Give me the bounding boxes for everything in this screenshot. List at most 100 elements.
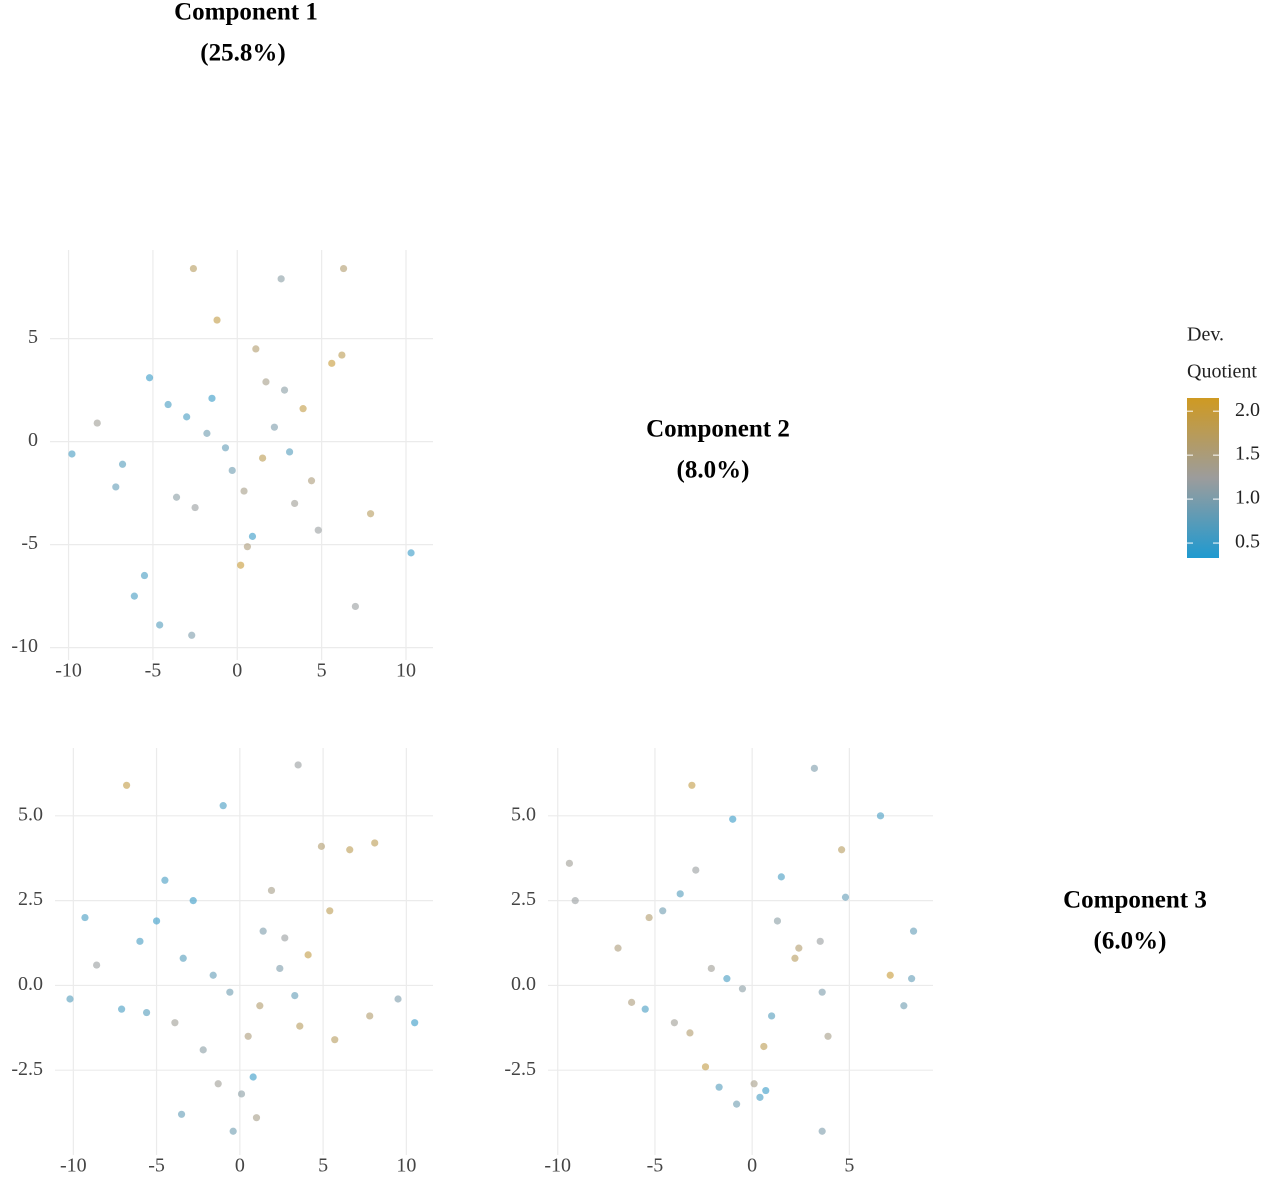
point	[258, 454, 267, 462]
point	[68, 450, 76, 458]
x-tick-label: -5	[647, 1155, 664, 1177]
point	[307, 477, 316, 485]
point	[795, 944, 803, 952]
x-tick-label: -10	[55, 660, 82, 682]
point	[326, 907, 334, 915]
point	[280, 386, 289, 394]
point	[299, 405, 307, 413]
y-tick-label: 0.0	[511, 973, 536, 995]
point	[240, 487, 248, 495]
x-tick-label: 0	[235, 1155, 245, 1177]
point	[876, 812, 885, 820]
x-tick-label: 5	[844, 1155, 854, 1177]
point	[628, 998, 636, 1006]
point	[189, 897, 197, 905]
point	[641, 1005, 649, 1013]
point	[676, 890, 684, 898]
point	[188, 631, 196, 639]
colorbar-label: 0.5	[1235, 531, 1260, 553]
point	[733, 1100, 741, 1108]
point	[171, 1019, 179, 1027]
x-tick-label: -5	[148, 1155, 165, 1177]
point	[228, 466, 236, 475]
x-tick-label: 5	[318, 1155, 328, 1177]
point	[179, 954, 187, 962]
point	[294, 761, 302, 769]
point	[291, 991, 299, 1000]
point	[304, 951, 312, 959]
point	[738, 985, 747, 993]
point	[145, 374, 154, 382]
point	[209, 971, 217, 979]
point	[219, 802, 227, 810]
point	[183, 413, 191, 421]
point	[199, 1046, 207, 1054]
x-tick-label: -10	[60, 1155, 87, 1177]
point	[338, 351, 346, 359]
point	[213, 316, 221, 324]
point	[276, 964, 284, 973]
point	[267, 886, 276, 895]
diagonal-subtitle: (8.0%)	[677, 457, 750, 484]
y-tick-label: -5	[21, 532, 38, 554]
point	[571, 897, 579, 905]
point	[296, 1022, 304, 1030]
y-tick-label: -2.5	[11, 1058, 43, 1080]
y-tick-label: 2.5	[511, 888, 536, 910]
point	[161, 876, 169, 884]
point	[226, 988, 234, 996]
diagonal-title: Component 2	[646, 416, 790, 443]
colorbar-label: 2.0	[1235, 399, 1260, 421]
legend-title: Quotient	[1187, 361, 1257, 383]
y-tick-label: -10	[11, 635, 38, 657]
point	[818, 988, 826, 996]
point	[908, 975, 916, 983]
y-tick-label: 5.0	[511, 803, 536, 825]
point	[248, 532, 257, 540]
point	[773, 917, 782, 925]
point	[729, 815, 737, 823]
legend-title: Dev.	[1187, 324, 1224, 346]
y-tick-label: 5.0	[18, 803, 43, 825]
point	[707, 964, 715, 973]
point	[243, 543, 252, 551]
point	[256, 1002, 264, 1010]
point	[614, 944, 622, 952]
x-tick-label: 0	[747, 1155, 757, 1177]
point	[760, 1042, 768, 1051]
colorbar	[1187, 398, 1219, 558]
point	[715, 1083, 723, 1091]
point	[762, 1086, 770, 1095]
point	[177, 1110, 186, 1118]
point	[750, 1080, 758, 1088]
point	[140, 571, 149, 580]
point	[810, 764, 818, 772]
point	[156, 621, 164, 629]
diagonal-subtitle: (25.8%)	[200, 40, 285, 67]
point	[123, 781, 131, 789]
point	[838, 846, 846, 854]
diagonal-title: Component 1	[174, 0, 318, 26]
point	[317, 842, 326, 850]
point	[886, 971, 894, 979]
x-tick-label: 10	[396, 1155, 416, 1177]
point	[756, 1093, 764, 1101]
point	[191, 503, 199, 512]
point	[164, 400, 172, 409]
point	[208, 394, 216, 402]
x-tick-label: -10	[544, 1155, 571, 1177]
point	[221, 444, 230, 452]
point	[645, 913, 653, 922]
point	[841, 893, 850, 901]
point	[777, 873, 785, 881]
point	[909, 927, 918, 935]
point	[237, 561, 245, 569]
y-tick-label: 0	[28, 429, 38, 451]
point	[328, 359, 336, 367]
diagonal-title: Component 3	[1063, 887, 1207, 914]
x-tick-label: 5	[317, 660, 327, 682]
point	[723, 975, 731, 983]
point	[249, 1073, 257, 1081]
point	[130, 592, 138, 600]
